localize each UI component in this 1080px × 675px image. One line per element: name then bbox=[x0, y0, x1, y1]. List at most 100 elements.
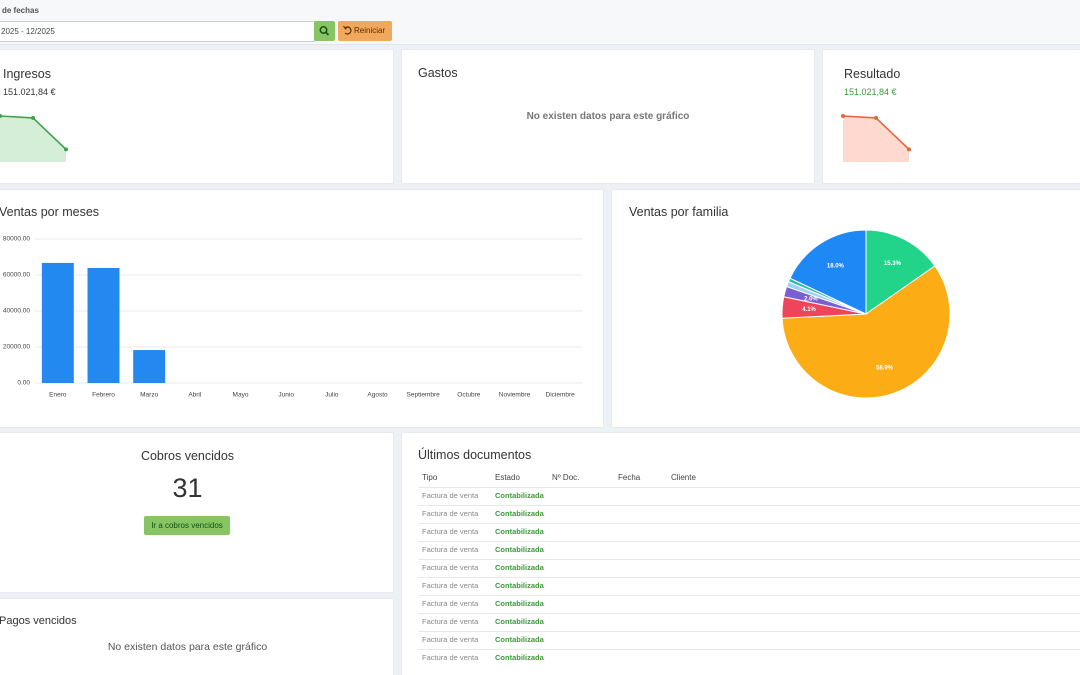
sparkline bbox=[0, 114, 68, 162]
slice-label: 4.1% bbox=[802, 307, 816, 313]
area-fill bbox=[0, 116, 66, 162]
x-tick-label: Diciembre bbox=[546, 392, 576, 399]
search-button[interactable] bbox=[314, 21, 335, 41]
documentos-card: Últimos documentos Tipo Estado Nº Doc. Fech… bbox=[402, 433, 1080, 675]
point bbox=[841, 114, 845, 118]
card-title: Pagos vencidos bbox=[0, 615, 77, 627]
x-tick-label: Noviembre bbox=[499, 392, 531, 399]
card-title: Resultado bbox=[844, 67, 901, 81]
ventas-meses-card: Ventas por meses 0.00 20000.00 40000.00 600… bbox=[0, 190, 603, 427]
y-tick-label: 20000.00 bbox=[3, 344, 30, 351]
x-tick-label: Septiembre bbox=[407, 392, 441, 399]
column-header: Estado bbox=[495, 473, 520, 482]
row-divider bbox=[418, 631, 1080, 632]
point bbox=[0, 114, 2, 118]
status-cell: Contabilizada bbox=[495, 581, 544, 590]
column-header: Cliente bbox=[671, 473, 696, 482]
type-cell: Factura de venta bbox=[422, 581, 479, 590]
reset-button[interactable]: Reiniciar bbox=[338, 21, 392, 41]
count: 31 bbox=[172, 473, 203, 503]
filter-bar: de fechas 2025 - 12/2025 Reiniciar bbox=[0, 0, 1080, 45]
slice-label: 15.3% bbox=[884, 261, 902, 267]
status-cell: Contabilizada bbox=[495, 527, 544, 536]
row-divider bbox=[418, 559, 1080, 560]
type-cell: Factura de venta bbox=[422, 563, 479, 572]
x-tick-label: Abril bbox=[188, 392, 202, 399]
point bbox=[874, 115, 878, 120]
x-tick-label: Mayo bbox=[233, 392, 249, 399]
column-header: Fecha bbox=[618, 473, 641, 482]
pie-slice bbox=[781, 265, 951, 399]
x-tick-label: Julio bbox=[325, 392, 339, 399]
row-divider bbox=[418, 505, 1080, 506]
type-cell: Factura de venta bbox=[422, 491, 479, 500]
card-total: 151.021,84 € bbox=[3, 87, 56, 97]
point bbox=[907, 147, 911, 152]
gastos-card: Gastos No existen datos para este gráfic… bbox=[402, 50, 814, 183]
x-tick-label: Enero bbox=[49, 392, 67, 399]
pagos-card: Pagos vencidos No existen datos para est… bbox=[0, 599, 393, 675]
card-title: Cobros vencidos bbox=[140, 449, 235, 463]
column-header: Tipo bbox=[422, 473, 438, 482]
type-cell: Factura de venta bbox=[422, 599, 479, 608]
row-divider bbox=[418, 613, 1080, 614]
point bbox=[31, 115, 35, 120]
slice-label: 2.0% bbox=[804, 296, 818, 302]
date-range-input[interactable]: 2025 - 12/2025 bbox=[0, 21, 315, 42]
row-divider bbox=[418, 595, 1080, 596]
pie-chart: 15.3% 58.9% 4.1% 2.0% 18.0% bbox=[781, 229, 951, 399]
pie-slice bbox=[865, 229, 936, 315]
row-divider bbox=[418, 577, 1080, 578]
resultado-card: Resultado 151.021,84 € bbox=[823, 50, 1080, 183]
point bbox=[64, 147, 68, 152]
ingresos-card: Ingresos 151.021,84 € bbox=[0, 50, 393, 183]
ventas-familia-card: Ventas por familia 15.3% 58.9% 4.1% 2.0% 18.… bbox=[612, 190, 1080, 427]
x-tick-label: Agosto bbox=[367, 392, 388, 399]
cobros-card: Cobros vencidos 31 Ir a cobros vencidos bbox=[0, 433, 393, 592]
type-cell: Factura de venta bbox=[422, 545, 479, 554]
card-title: Gastos bbox=[418, 66, 458, 80]
status-cell: Contabilizada bbox=[495, 563, 544, 572]
type-cell: Factura de venta bbox=[422, 527, 479, 536]
x-tick-label: Febrero bbox=[92, 392, 115, 399]
sparkline bbox=[841, 114, 911, 162]
no-data-message: No existen datos para este gráfico bbox=[526, 111, 690, 122]
y-tick-label: 80000.00 bbox=[3, 236, 30, 243]
card-total: 151.021,84 € bbox=[844, 87, 897, 97]
status-cell: Contabilizada bbox=[495, 653, 544, 662]
y-tick-label: 40000.00 bbox=[3, 308, 30, 315]
slice-label: 18.0% bbox=[827, 263, 845, 269]
pie-slice bbox=[789, 229, 867, 315]
card-title: Ingresos bbox=[3, 67, 51, 81]
type-cell: Factura de venta bbox=[422, 653, 479, 662]
row-divider bbox=[418, 523, 1080, 524]
status-cell: Contabilizada bbox=[495, 545, 544, 554]
filter-label: de fechas bbox=[2, 6, 39, 15]
documents-table: Tipo Estado Nº Doc. Fecha Cliente Factura de … bbox=[402, 433, 1080, 675]
date-range-text: 2025 - 12/2025 bbox=[1, 27, 55, 36]
bar bbox=[41, 262, 74, 383]
bar bbox=[133, 350, 166, 383]
bar bbox=[87, 267, 120, 383]
x-tick-label: Marzo bbox=[140, 392, 158, 399]
no-data-message: No existen datos para este gráfico bbox=[107, 641, 268, 653]
card-title: Últimos documentos bbox=[418, 448, 532, 462]
status-cell: Contabilizada bbox=[495, 491, 544, 500]
type-cell: Factura de venta bbox=[422, 617, 479, 626]
x-tick-label: Junio bbox=[278, 392, 294, 399]
status-cell: Contabilizada bbox=[495, 617, 544, 626]
status-cell: Contabilizada bbox=[495, 635, 544, 644]
y-tick-label: 60000.00 bbox=[3, 272, 30, 279]
column-header: Nº Doc. bbox=[552, 473, 580, 482]
card-title: Ventas por meses bbox=[0, 205, 100, 219]
card-title: Ventas por familia bbox=[629, 205, 729, 219]
reset-label: Reiniciar bbox=[354, 26, 386, 35]
cobros-button[interactable]: Ir a cobros vencidos bbox=[144, 516, 230, 535]
row-divider bbox=[418, 487, 1080, 488]
area-fill bbox=[843, 116, 909, 162]
status-cell: Contabilizada bbox=[495, 599, 544, 608]
type-cell: Factura de venta bbox=[422, 635, 479, 644]
status-cell: Contabilizada bbox=[495, 509, 544, 518]
